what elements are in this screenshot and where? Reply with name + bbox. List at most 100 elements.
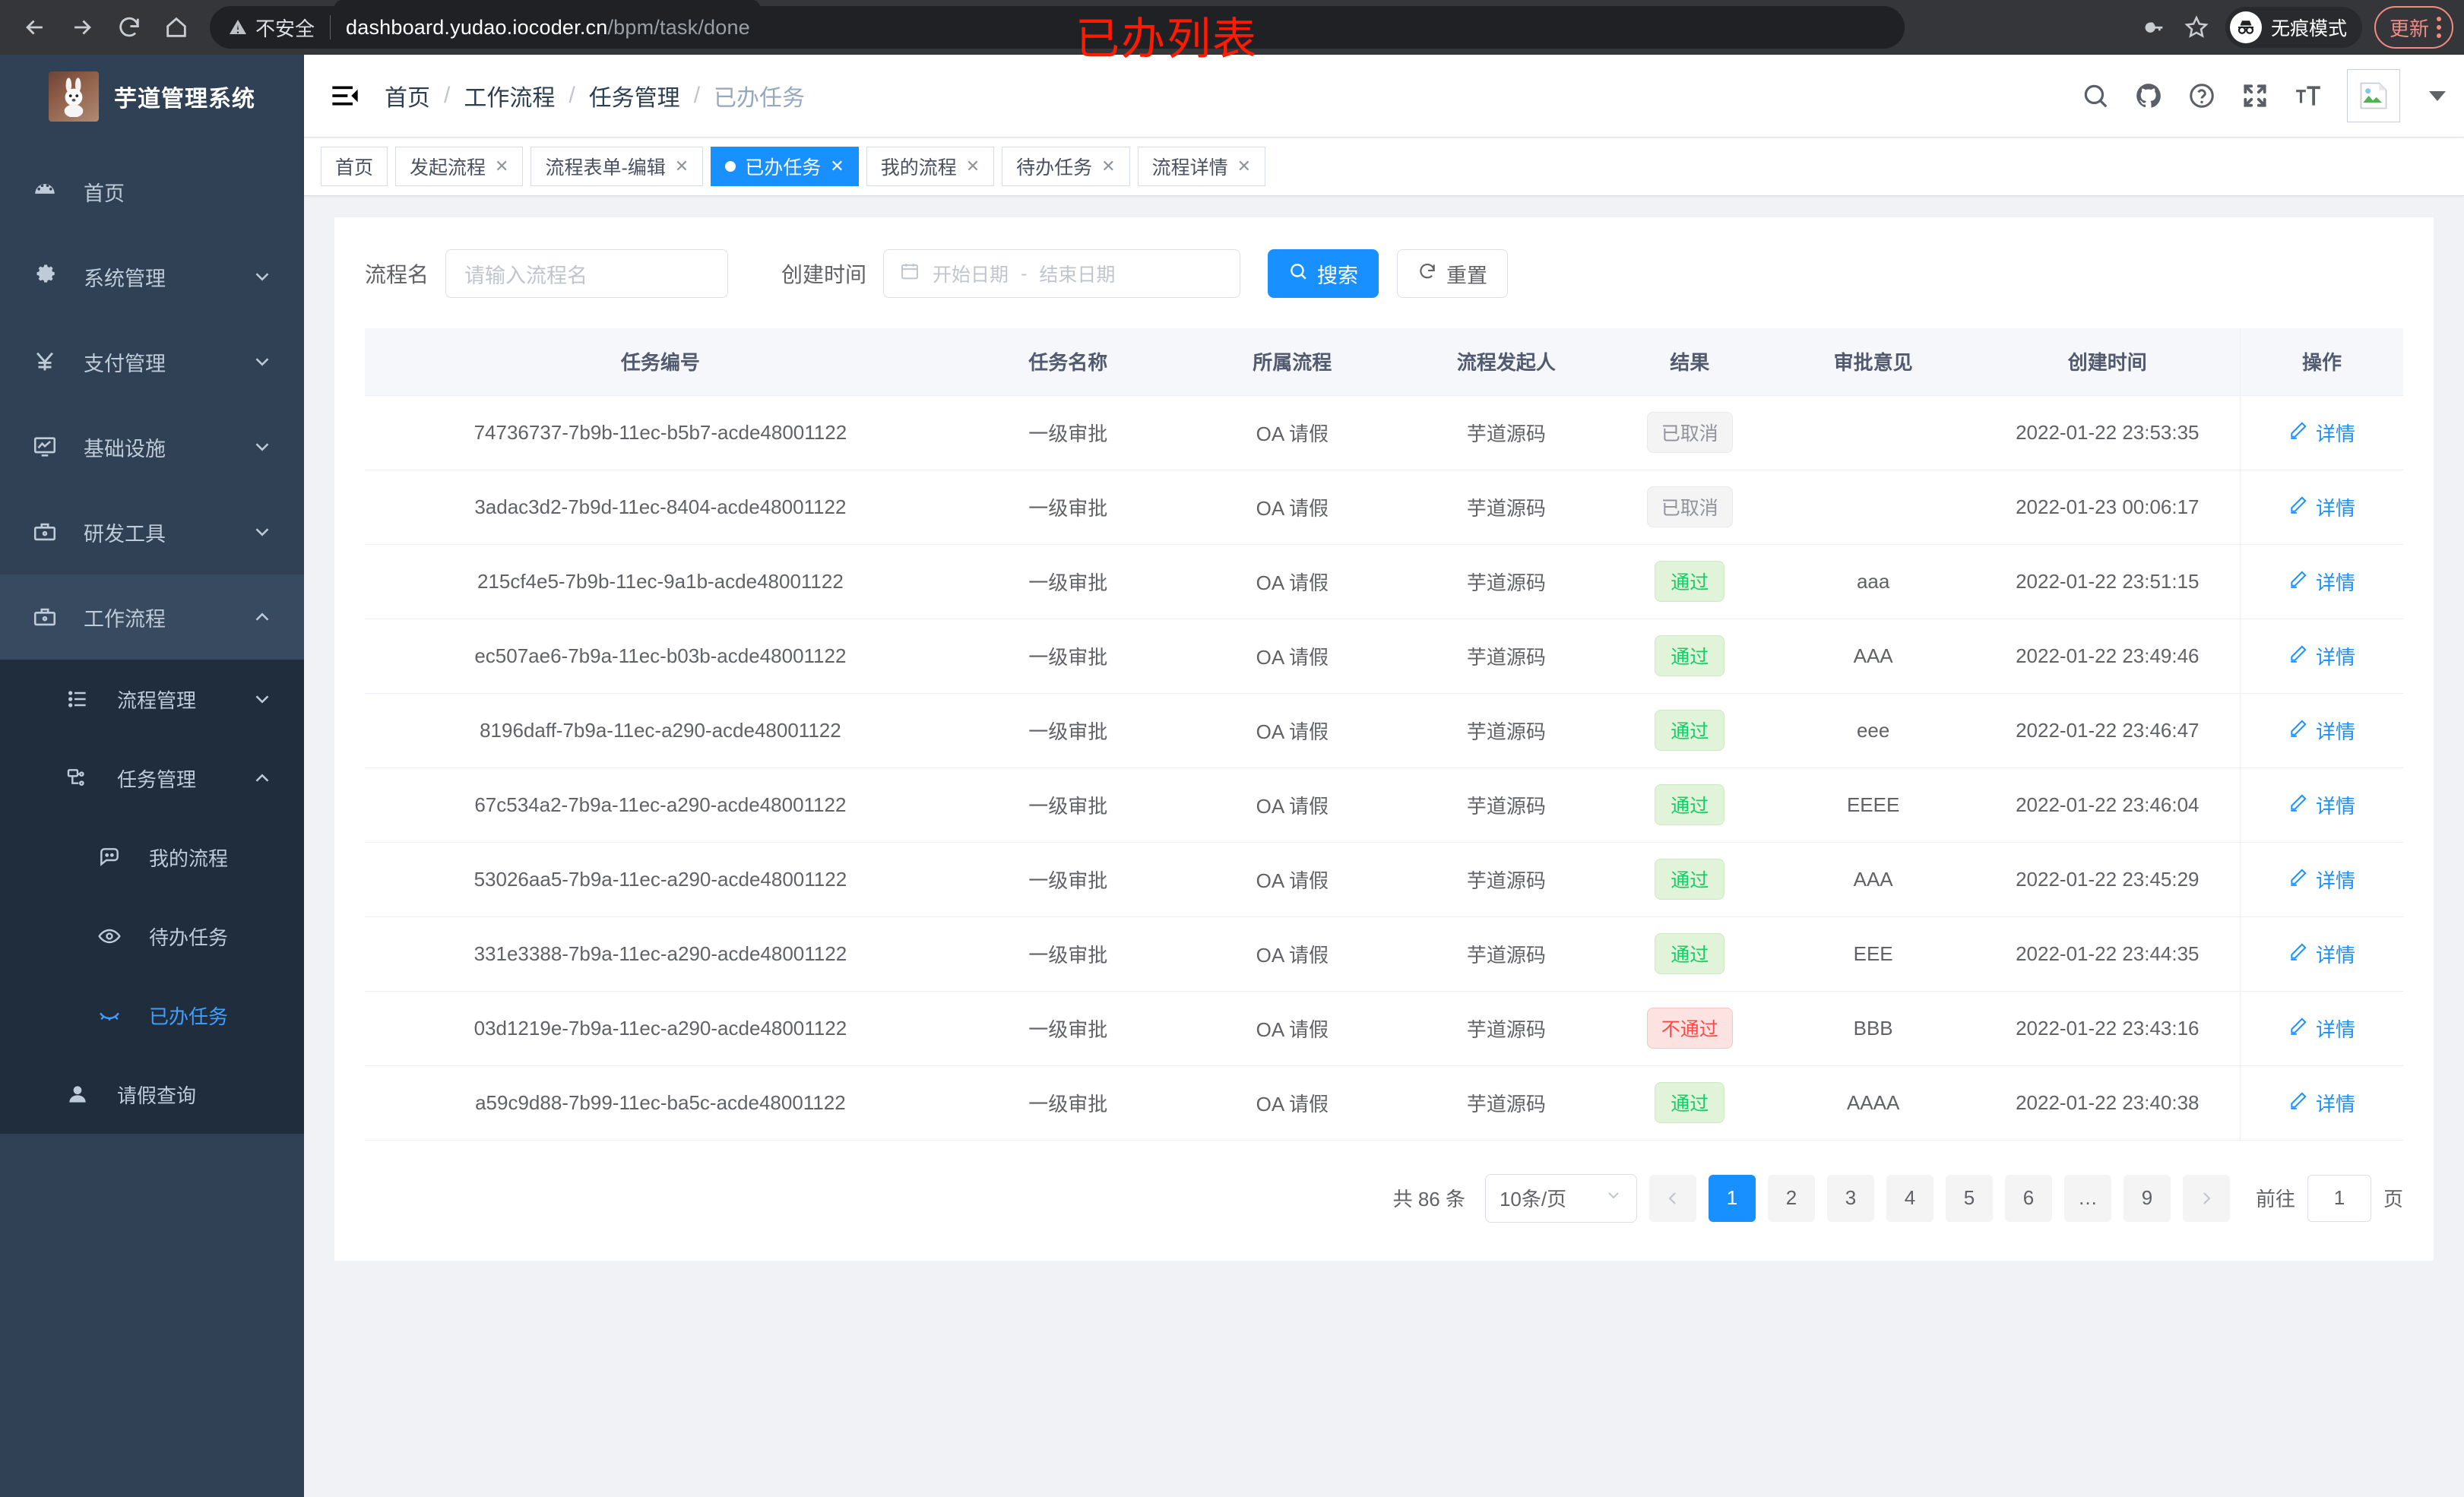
close-icon[interactable]: ✕: [1101, 157, 1116, 176]
tab-done-task[interactable]: 已办任务 ✕: [711, 147, 859, 186]
cell-operation: 详情: [2239, 842, 2403, 917]
detail-button[interactable]: 详情: [2288, 791, 2355, 819]
sidebar-item-task-manage[interactable]: 任务管理: [0, 739, 304, 818]
broken-image-icon: [2360, 82, 2387, 109]
done-task-table: 任务编号 任务名称 所属流程 流程发起人 结果 审批意见 创建时间 操作 747…: [365, 328, 2403, 1141]
content-area: 流程名 请输入流程名 创建时间 开始日期 - 结束日期: [304, 196, 2464, 1261]
github-icon[interactable]: [2134, 81, 2163, 110]
sidebar-item-todo-task[interactable]: 待办任务: [0, 897, 304, 976]
cell-opinion: [1771, 395, 1975, 470]
cell-opinion: aaa: [1771, 544, 1975, 619]
search-input[interactable]: 请输入流程名: [445, 249, 729, 298]
brand[interactable]: 芋道管理系统: [0, 55, 304, 138]
star-icon[interactable]: [2177, 8, 2216, 47]
sidebar-item-payment[interactable]: 支付管理: [0, 319, 304, 404]
tab-todo-task[interactable]: 待办任务 ✕: [1002, 147, 1130, 186]
sidebar-item-workflow[interactable]: 工作流程: [0, 574, 304, 660]
page-size-select[interactable]: 10条/页: [1484, 1173, 1637, 1223]
sidebar-item-leave-query[interactable]: 请假查询: [0, 1055, 304, 1134]
pagination-ellipsis[interactable]: …: [2063, 1174, 2111, 1222]
warning-triangle-icon: [228, 18, 248, 36]
fullscreen-icon[interactable]: [2241, 81, 2269, 110]
breadcrumb-item-workflow[interactable]: 工作流程: [464, 86, 556, 111]
tab-home[interactable]: 首页: [321, 147, 388, 186]
cell-starter: 芋道源码: [1404, 842, 1608, 917]
search-icon[interactable]: [2081, 81, 2110, 110]
close-icon[interactable]: ✕: [965, 157, 980, 176]
brand-logo-icon: [49, 71, 99, 122]
sidebar-item-devtools[interactable]: 研发工具: [0, 489, 304, 574]
pagination-page-1[interactable]: 1: [1708, 1174, 1756, 1222]
sidebar-item-system[interactable]: 系统管理: [0, 234, 304, 319]
dashboard-icon: [32, 179, 70, 204]
cell-operation: 详情: [2239, 470, 2403, 545]
detail-label: 详情: [2315, 794, 2355, 818]
detail-button[interactable]: 详情: [2288, 717, 2355, 745]
cell-task-name: 一级审批: [955, 544, 1180, 619]
pagination-page-6[interactable]: 6: [2004, 1174, 2052, 1222]
breadcrumb-item-home[interactable]: 首页: [385, 86, 430, 111]
sidebar-item-home[interactable]: 首页: [0, 149, 304, 234]
close-icon[interactable]: ✕: [495, 157, 509, 176]
date-range-picker[interactable]: 开始日期 - 结束日期: [883, 249, 1241, 298]
sidebar-item-my-process[interactable]: 我的流程: [0, 818, 304, 897]
detail-button[interactable]: 详情: [2288, 419, 2355, 447]
security-indicator[interactable]: 不安全: [228, 14, 315, 42]
tab-my-process[interactable]: 我的流程 ✕: [866, 147, 995, 186]
pagination-page-4[interactable]: 4: [1886, 1174, 1934, 1222]
pagination-page-5[interactable]: 5: [1945, 1174, 1993, 1222]
detail-button[interactable]: 详情: [2288, 568, 2355, 596]
tab-process-detail[interactable]: 流程详情 ✕: [1137, 147, 1266, 186]
home-icon[interactable]: [155, 6, 198, 49]
chevron-down-icon[interactable]: [2429, 90, 2446, 101]
table-header-row: 任务编号 任务名称 所属流程 流程发起人 结果 审批意见 创建时间 操作: [365, 328, 2403, 396]
table-row: 03d1219e-7b9a-11ec-a290-acde48001122 一级审批…: [365, 991, 2403, 1066]
pagination-prev[interactable]: [1648, 1174, 1696, 1222]
back-arrow-icon[interactable]: [14, 6, 56, 49]
help-icon[interactable]: [2187, 81, 2216, 110]
breadcrumb-item-task[interactable]: 任务管理: [588, 86, 680, 111]
key-icon[interactable]: [2133, 8, 2172, 47]
goto-input[interactable]: 1: [2307, 1174, 2371, 1222]
detail-button[interactable]: 详情: [2288, 642, 2355, 670]
tab-process-form-edit[interactable]: 流程表单-编辑 ✕: [530, 147, 704, 186]
search-button-label: 搜索: [1317, 264, 1359, 287]
pagination-page-3[interactable]: 3: [1826, 1174, 1874, 1222]
avatar[interactable]: [2347, 69, 2400, 122]
pagination-page-9[interactable]: 9: [2123, 1174, 2171, 1222]
hamburger-collapse-icon[interactable]: [325, 76, 365, 116]
sidebar-item-process-manage[interactable]: 流程管理: [0, 660, 304, 739]
detail-button[interactable]: 详情: [2288, 493, 2355, 521]
font-size-icon[interactable]: [2294, 81, 2323, 110]
tab-label: 待办任务: [1016, 157, 1093, 179]
table-row: 67c534a2-7b9a-11ec-a290-acde48001122 一级审批…: [365, 767, 2403, 843]
close-icon[interactable]: ✕: [1237, 157, 1252, 176]
detail-button[interactable]: 详情: [2288, 1089, 2355, 1117]
reload-icon[interactable]: [108, 6, 150, 49]
cell-task-name: 一级审批: [955, 619, 1180, 694]
tab-start-process[interactable]: 发起流程 ✕: [395, 147, 524, 186]
pagination-pages: 1 2 3 4 5 6… 9: [1708, 1174, 2171, 1222]
close-icon[interactable]: ✕: [674, 157, 689, 176]
sidebar-item-infrastructure[interactable]: 基础设施: [0, 404, 304, 489]
pagination-next[interactable]: [2182, 1174, 2230, 1222]
goto-unit: 页: [2383, 1188, 2403, 1211]
address-bar[interactable]: 不安全 dashboard.yudao.iocoder.cn/bpm/task/…: [210, 6, 1905, 49]
detail-button[interactable]: 详情: [2288, 1014, 2355, 1043]
update-button[interactable]: 更新: [2374, 6, 2453, 49]
search-button[interactable]: 搜索: [1268, 249, 1379, 298]
browser-tab-strip[interactable]: [334, 0, 760, 8]
sidebar-item-done-task[interactable]: 已办任务: [0, 976, 304, 1055]
kebab-menu-icon[interactable]: [2437, 17, 2441, 38]
annotation-overlay: 已办列表: [1075, 13, 1259, 65]
close-icon[interactable]: ✕: [830, 157, 844, 176]
pencil-icon: [2288, 644, 2308, 669]
update-label: 更新: [2389, 17, 2429, 40]
pagination-page-2[interactable]: 2: [1767, 1174, 1815, 1222]
incognito-indicator[interactable]: 无痕模式: [2225, 7, 2362, 48]
th-opinion: 审批意见: [1771, 328, 1975, 396]
forward-arrow-icon[interactable]: [61, 6, 103, 49]
reset-button[interactable]: 重置: [1397, 249, 1509, 298]
detail-button[interactable]: 详情: [2288, 866, 2355, 894]
detail-button[interactable]: 详情: [2288, 940, 2355, 968]
